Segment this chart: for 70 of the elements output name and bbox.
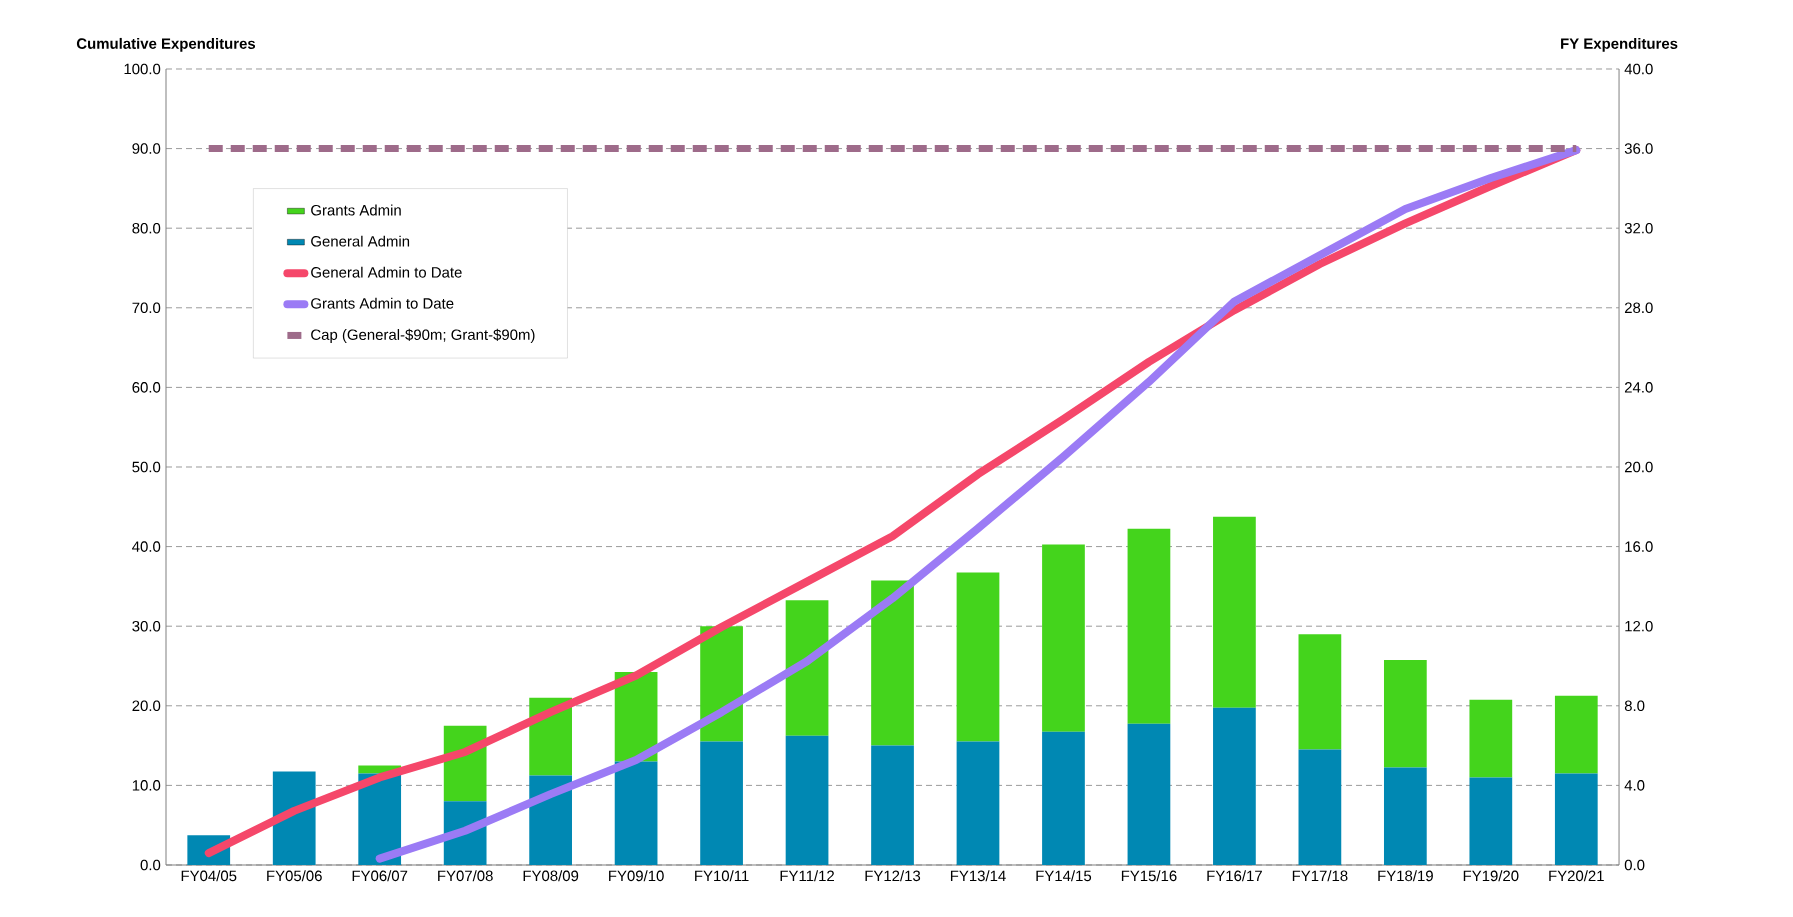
bar <box>529 775 572 865</box>
x-tick-label: FY07/08 <box>438 870 493 882</box>
x-tick-label: FY15/16 <box>1121 870 1177 882</box>
bar <box>871 580 914 746</box>
legend-label: Grants Admin <box>311 204 401 216</box>
bar <box>1554 695 1598 774</box>
y-tick-label: 90.0 <box>132 143 161 154</box>
y-tick-label: 50.0 <box>132 461 161 473</box>
x-tick-label: FY12/13 <box>865 870 921 882</box>
x-tick-label: FY19/20 <box>1463 870 1519 882</box>
legend-label: General Admin <box>311 235 410 247</box>
y-tick-label: 70.0 <box>132 302 161 314</box>
x-tick-label: FY18/19 <box>1378 870 1433 882</box>
y2-tick-label: 36.0 <box>1624 143 1653 154</box>
bar <box>956 741 1000 865</box>
bar <box>1469 777 1513 865</box>
x-tick-label: FY14/15 <box>1036 870 1092 882</box>
y2-tick-label: 40.0 <box>1624 63 1653 75</box>
bar <box>1554 773 1598 865</box>
bar <box>1042 731 1085 865</box>
y2-tick-label: 24.0 <box>1624 382 1653 393</box>
x-tick-label: FY16/17 <box>1207 870 1262 882</box>
bar <box>871 745 914 865</box>
y-tick-label: 100.0 <box>124 63 161 75</box>
x-tick-label: FY05/06 <box>267 870 322 882</box>
y2-tick-label: 0.0 <box>1624 859 1645 871</box>
y2-tick-label: 32.0 <box>1624 222 1653 234</box>
y-tick-label: 20.0 <box>132 700 161 712</box>
bar <box>1469 699 1513 778</box>
x-tick-label: FY17/18 <box>1292 870 1348 882</box>
bar <box>614 761 658 865</box>
y-tick-label: 0.0 <box>140 859 161 871</box>
y-axis-title: Cumulative Expenditures <box>76 37 256 52</box>
x-tick-label: FY20/21 <box>1549 870 1604 882</box>
y-tick-label: 30.0 <box>132 620 161 632</box>
x-tick-label: FY09/10 <box>609 870 664 882</box>
x-tick-label: FY08/09 <box>523 870 579 882</box>
x-tick-label: FY04/05 <box>181 870 237 882</box>
y2-tick-label: 16.0 <box>1625 541 1653 552</box>
x-tick-label: FY13/14 <box>950 870 1006 882</box>
legend-label: General Admin to Date <box>311 266 462 278</box>
x-tick-label: FY10/11 <box>695 870 749 882</box>
bar <box>272 771 316 865</box>
bar <box>1127 723 1171 865</box>
y2-tick-label: 4.0 <box>1624 780 1645 791</box>
y-tick-label: 40.0 <box>132 541 161 552</box>
bar <box>1042 544 1085 732</box>
y2-tick-label: 8.0 <box>1624 700 1645 712</box>
bar <box>785 735 829 865</box>
bar <box>956 572 1000 742</box>
bar <box>1383 660 1427 768</box>
bar <box>785 600 829 736</box>
bar <box>1298 749 1342 865</box>
x-tick-label: FY06/07 <box>352 870 408 882</box>
y-tick-label: 80.0 <box>132 222 161 234</box>
y2-tick-label: 12.0 <box>1625 620 1653 632</box>
legend-label: Cap (General-$90m; Grant-$90m) <box>311 328 535 343</box>
legend-label: Grants Admin to Date <box>311 297 454 309</box>
bar <box>1213 516 1256 708</box>
bar <box>1383 767 1427 865</box>
bar <box>1213 707 1256 865</box>
y2-axis-title: FY Expenditures <box>1561 37 1678 52</box>
y2-tick-label: 28.0 <box>1624 302 1653 314</box>
bar <box>1298 634 1342 750</box>
bar <box>700 741 743 865</box>
y-tick-label: 60.0 <box>132 382 161 393</box>
bar <box>1127 528 1171 724</box>
x-tick-label: FY11/12 <box>780 870 834 882</box>
y2-tick-label: 20.0 <box>1624 461 1653 473</box>
y-tick-label: 10.0 <box>132 780 161 791</box>
